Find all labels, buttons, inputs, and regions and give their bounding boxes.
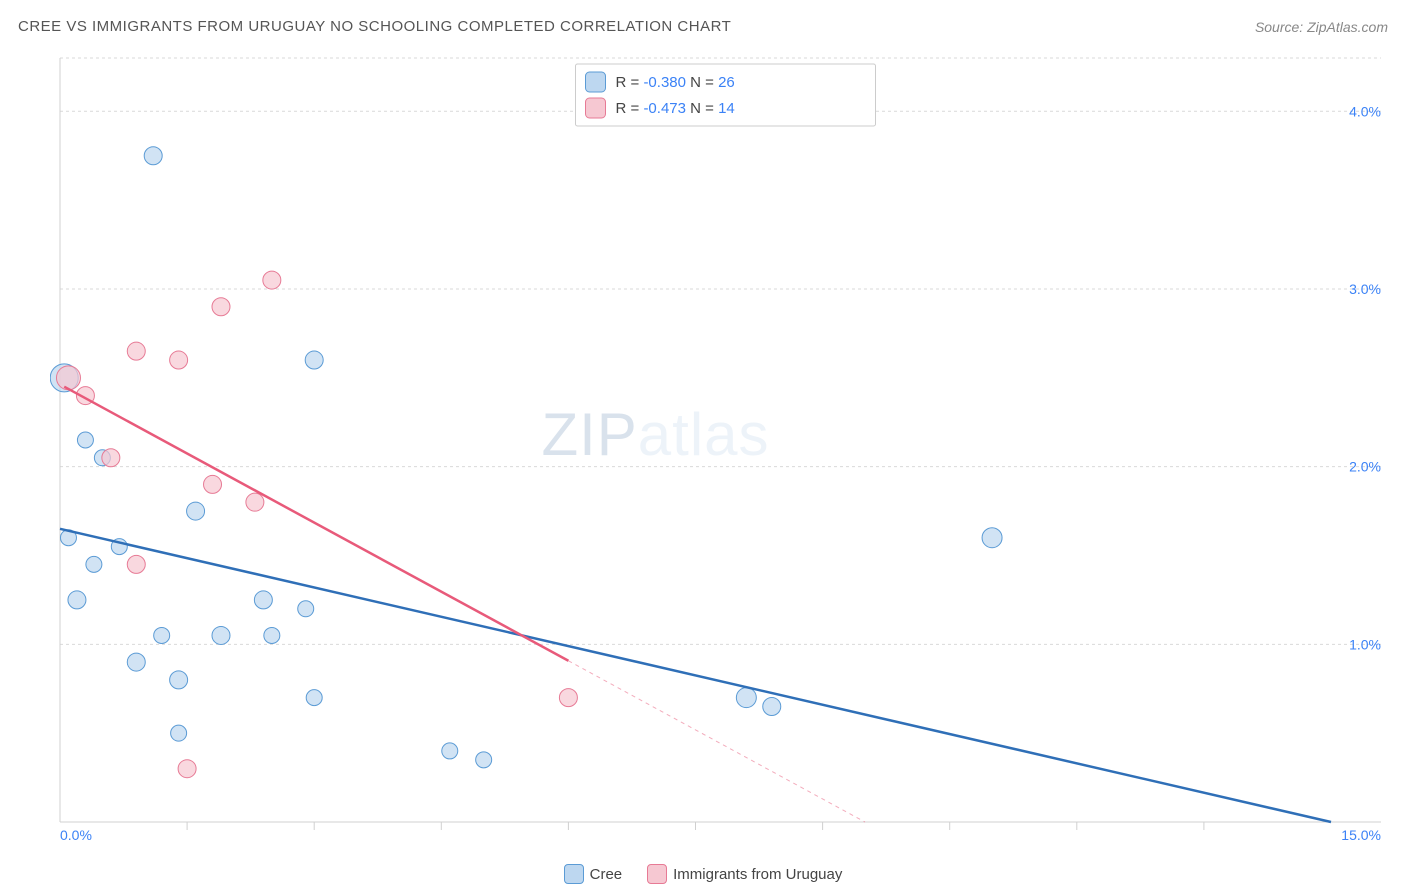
legend-label: Cree: [590, 866, 623, 883]
legend-row: R = -0.473 N = 14: [616, 100, 735, 117]
chart-source: Source: ZipAtlas.com: [1255, 19, 1388, 35]
data-point: [56, 366, 80, 390]
data-point: [170, 671, 188, 689]
data-point: [254, 591, 272, 609]
data-point: [86, 556, 102, 572]
data-point: [77, 432, 93, 448]
bottom-legend-item: Cree: [564, 864, 623, 884]
trend-line-dashed: [568, 661, 865, 822]
data-point: [178, 760, 196, 778]
data-point: [264, 627, 280, 643]
data-point: [212, 626, 230, 644]
data-point: [298, 601, 314, 617]
chart-title: CREE VS IMMIGRANTS FROM URUGUAY NO SCHOO…: [18, 18, 731, 35]
trend-line: [60, 529, 1331, 822]
legend-swatch: [647, 864, 667, 884]
data-point: [305, 351, 323, 369]
watermark: ZIPatlas: [541, 401, 769, 468]
data-point: [127, 555, 145, 573]
data-point: [127, 342, 145, 360]
y-tick-label: 2.0%: [1349, 459, 1381, 475]
data-point: [982, 528, 1002, 548]
data-point: [736, 688, 756, 708]
chart-svg: 1.0%2.0%3.0%4.0%0.0%15.0%No Schooling Co…: [50, 50, 1386, 842]
y-tick-label: 1.0%: [1349, 636, 1381, 652]
legend-swatch: [564, 864, 584, 884]
y-tick-label: 4.0%: [1349, 103, 1381, 119]
data-point: [170, 351, 188, 369]
data-point: [171, 725, 187, 741]
legend-label: Immigrants from Uruguay: [673, 866, 842, 883]
y-tick-label: 3.0%: [1349, 281, 1381, 297]
data-point: [212, 298, 230, 316]
bottom-legend-item: Immigrants from Uruguay: [647, 864, 842, 884]
data-point: [102, 449, 120, 467]
x-tick-label: 0.0%: [60, 827, 92, 842]
legend-swatch: [586, 72, 606, 92]
chart-area: 1.0%2.0%3.0%4.0%0.0%15.0%No Schooling Co…: [50, 50, 1386, 842]
legend-swatch: [586, 98, 606, 118]
data-point: [144, 147, 162, 165]
data-point: [559, 689, 577, 707]
x-tick-label: 15.0%: [1341, 827, 1381, 842]
bottom-legend: Cree Immigrants from Uruguay: [0, 864, 1406, 884]
data-point: [263, 271, 281, 289]
trend-line: [64, 387, 568, 661]
data-point: [154, 627, 170, 643]
data-point: [476, 752, 492, 768]
data-point: [127, 653, 145, 671]
data-point: [204, 475, 222, 493]
data-point: [246, 493, 264, 511]
data-point: [763, 698, 781, 716]
data-point: [442, 743, 458, 759]
data-point: [306, 690, 322, 706]
data-point: [68, 591, 86, 609]
legend-row: R = -0.380 N = 26: [616, 74, 735, 91]
data-point: [187, 502, 205, 520]
